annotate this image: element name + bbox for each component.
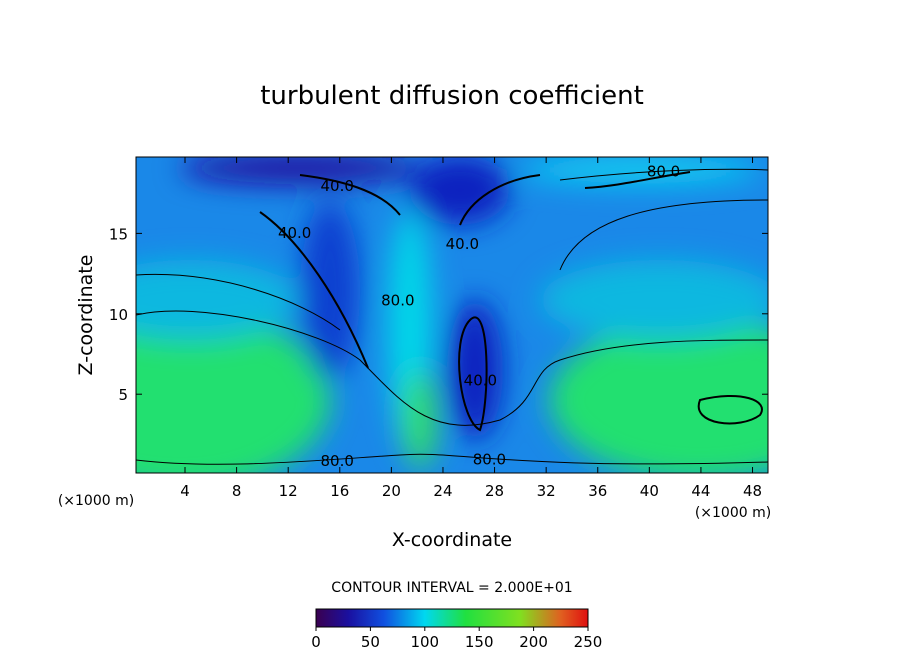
x-tick-label: 4 <box>180 482 190 500</box>
x-tick-label: 8 <box>232 482 242 500</box>
colorbar-tick-label: 0 <box>311 633 321 651</box>
contour-label: 80.0 <box>321 452 354 470</box>
x-tick-label: 44 <box>691 482 710 500</box>
x-tick-label: 12 <box>279 482 298 500</box>
contour-field <box>136 157 768 473</box>
x-tick-label: 40 <box>640 482 659 500</box>
x-tick-label: 32 <box>537 482 556 500</box>
y-tick-label: 5 <box>118 386 128 404</box>
plot-frame <box>135 156 769 474</box>
x-axis-label: X-coordinate <box>392 529 512 551</box>
colorbar <box>315 608 589 628</box>
contour-label: 40.0 <box>321 177 354 195</box>
contour-interval: CONTOUR INTERVAL = 2.000E+01 <box>331 580 572 596</box>
x-tick-label: 28 <box>485 482 504 500</box>
x-tick-label: 48 <box>743 482 762 500</box>
x-tick-label: 20 <box>382 482 401 500</box>
contour-label: 40.0 <box>464 372 497 390</box>
contour-label: 40.0 <box>446 235 479 253</box>
contour-label: 80.0 <box>473 451 506 469</box>
x-tick-label: 24 <box>433 482 452 500</box>
contour-label: 40.0 <box>278 224 311 242</box>
x-tick-label: 16 <box>330 482 349 500</box>
colorbar-tick-label: 150 <box>465 633 494 651</box>
y-unit: (×1000 m) <box>58 493 134 509</box>
colorbar-tick-label: 50 <box>361 633 380 651</box>
colorbar-tick-label: 100 <box>410 633 439 651</box>
y-tick-label: 15 <box>109 225 128 243</box>
x-tick-label: 36 <box>588 482 607 500</box>
colorbar-tick-label: 200 <box>519 633 548 651</box>
y-tick-label: 10 <box>109 306 128 324</box>
y-axis-label: Z-coordinate <box>75 255 97 376</box>
contour-label: 80.0 <box>381 291 414 309</box>
colorbar-tick-label: 250 <box>574 633 603 651</box>
contour-label: 80.0 <box>647 163 680 181</box>
chart-title: turbulent diffusion coefficient <box>260 81 644 111</box>
x-unit: (×1000 m) <box>695 505 771 521</box>
